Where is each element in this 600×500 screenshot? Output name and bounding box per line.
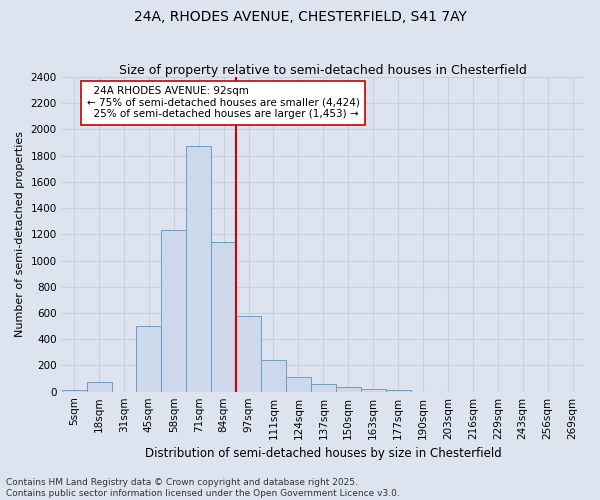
- Bar: [336, 387, 361, 392]
- Bar: [186, 146, 211, 392]
- Bar: [236, 316, 261, 392]
- Bar: [86, 382, 112, 392]
- Bar: [136, 326, 161, 392]
- Text: Contains HM Land Registry data © Crown copyright and database right 2025.
Contai: Contains HM Land Registry data © Crown c…: [6, 478, 400, 498]
- Text: 24A RHODES AVENUE: 92sqm
← 75% of semi-detached houses are smaller (4,424)
  25%: 24A RHODES AVENUE: 92sqm ← 75% of semi-d…: [86, 86, 359, 120]
- Bar: [286, 378, 311, 392]
- Bar: [62, 390, 86, 392]
- Text: 24A, RHODES AVENUE, CHESTERFIELD, S41 7AY: 24A, RHODES AVENUE, CHESTERFIELD, S41 7A…: [134, 10, 466, 24]
- Bar: [311, 384, 336, 392]
- Title: Size of property relative to semi-detached houses in Chesterfield: Size of property relative to semi-detach…: [119, 64, 527, 77]
- X-axis label: Distribution of semi-detached houses by size in Chesterfield: Distribution of semi-detached houses by …: [145, 447, 502, 460]
- Bar: [386, 390, 410, 392]
- Bar: [361, 389, 386, 392]
- Bar: [261, 360, 286, 392]
- Bar: [211, 242, 236, 392]
- Bar: [161, 230, 186, 392]
- Y-axis label: Number of semi-detached properties: Number of semi-detached properties: [15, 132, 25, 338]
